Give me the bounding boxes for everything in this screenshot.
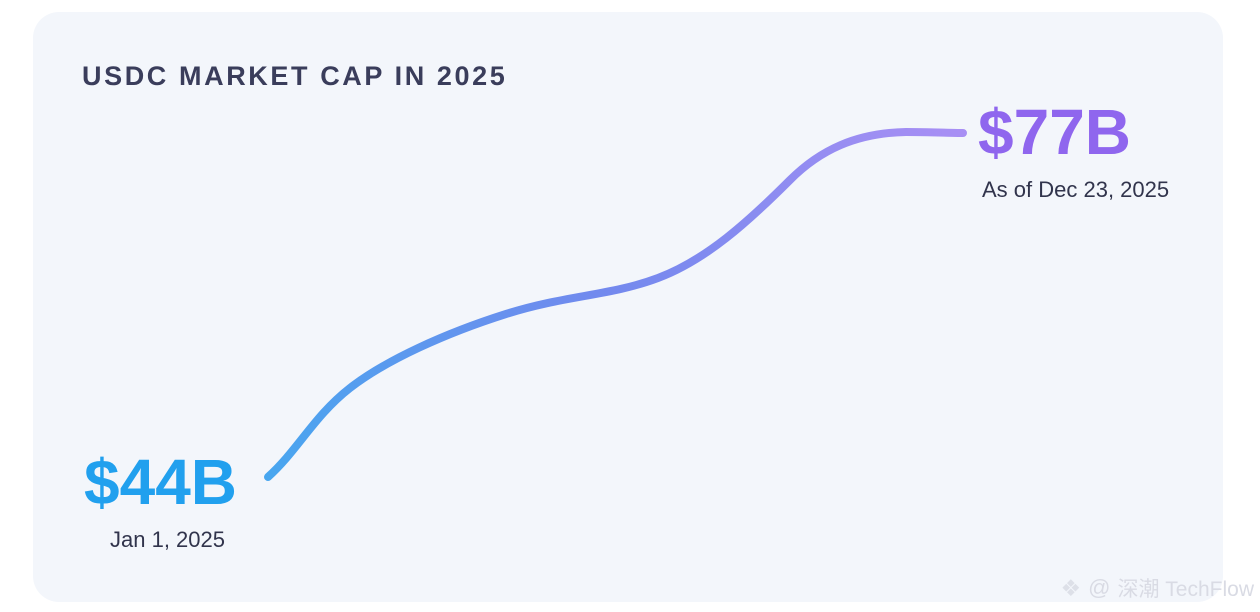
watermark-text: 深潮 TechFlow xyxy=(1117,578,1254,601)
start-value-label: $44B xyxy=(84,446,237,518)
watermark: ❖ @ 深潮 TechFlow xyxy=(1061,573,1255,603)
watermark-at-sign: @ xyxy=(1088,575,1111,600)
end-annotation: $77B As of Dec 23, 2025 xyxy=(978,100,1169,203)
market-cap-curve xyxy=(264,128,967,481)
techflow-diamond-icon: ❖ xyxy=(1060,574,1082,601)
chart-title: USDC MARKET CAP IN 2025 xyxy=(82,61,508,91)
end-date-label: As of Dec 23, 2025 xyxy=(982,177,1170,202)
end-value-label: $77B xyxy=(978,96,1131,168)
start-annotation: $44B Jan 1, 2025 xyxy=(84,450,237,553)
chart-card xyxy=(33,12,1223,602)
start-date-label: Jan 1, 2025 xyxy=(110,527,225,552)
